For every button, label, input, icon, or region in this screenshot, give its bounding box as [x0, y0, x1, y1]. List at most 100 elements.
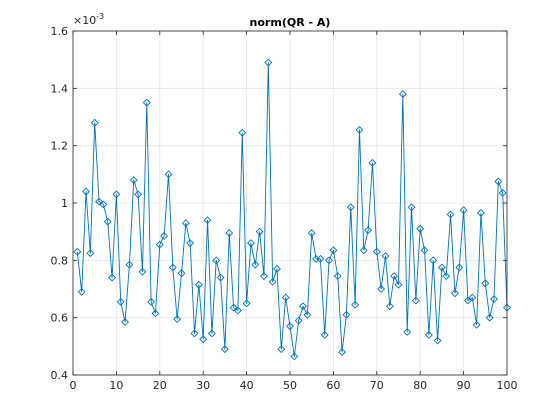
- data-point: [286, 322, 294, 331]
- x-tick-label: 40: [240, 379, 254, 392]
- data-point: [147, 297, 156, 306]
- data-point: [138, 267, 147, 276]
- data-point: [351, 300, 360, 309]
- x-tick-label: 90: [457, 379, 471, 392]
- data-point: [437, 263, 446, 272]
- data-point: [181, 219, 190, 228]
- data-point: [481, 279, 490, 288]
- y-tick-label: 0.8: [51, 254, 69, 267]
- chart-title: norm(QR - A): [250, 16, 331, 29]
- data-point: [468, 293, 477, 302]
- data-point: [329, 246, 338, 255]
- data-point: [121, 318, 130, 326]
- data-point: [368, 158, 377, 167]
- data-point: [403, 328, 412, 336]
- data-point: [342, 310, 351, 319]
- data-point: [459, 206, 468, 215]
- ticks: 0 10 20 30 40 50 60 70 80 90 100 0.4 0.6 0.8 1 1.2 1.4 1.…: [51, 25, 518, 392]
- data-point: [125, 260, 134, 269]
- data-point: [498, 189, 507, 197]
- data-point: [455, 263, 464, 272]
- data-point: [294, 316, 303, 325]
- data-point: [82, 187, 90, 196]
- data-point: [273, 264, 281, 273]
- data-point: [260, 272, 268, 281]
- data-point: [225, 229, 234, 238]
- data-point: [151, 309, 160, 318]
- data-point: [155, 240, 164, 249]
- data-point: [186, 239, 195, 248]
- data-point: [251, 260, 260, 269]
- data-point: [233, 306, 242, 315]
- data-point: [325, 256, 333, 265]
- data-point: [199, 335, 208, 344]
- data-point: [290, 352, 299, 361]
- data-point: [277, 345, 286, 354]
- data-point: [220, 345, 229, 354]
- data-point: [194, 280, 203, 289]
- data-point: [177, 269, 186, 278]
- data-point: [390, 272, 399, 281]
- data-point: [212, 256, 221, 265]
- series-line: [76, 62, 508, 357]
- data-point: [485, 313, 494, 322]
- data-point: [372, 247, 381, 256]
- data-point: [394, 280, 403, 289]
- data-point: [190, 329, 199, 338]
- x-tick-label: 30: [196, 379, 210, 392]
- y-tick-label: 1.6: [51, 25, 69, 38]
- data-point: [320, 330, 329, 339]
- data-point: [446, 210, 455, 219]
- data-point: [229, 303, 238, 312]
- data-point: [407, 203, 416, 212]
- data-point: [73, 247, 82, 256]
- y-exponent-label: ×10-3: [73, 12, 104, 27]
- data-point: [173, 315, 182, 324]
- data-point: [242, 299, 251, 308]
- data-point: [95, 197, 103, 206]
- data-point: [134, 190, 143, 199]
- x-tick-label: 20: [153, 379, 167, 392]
- data-point: [264, 58, 273, 67]
- data-point: [103, 217, 112, 226]
- data-point: [168, 263, 177, 272]
- data-point: [433, 336, 442, 345]
- x-tick-label: 80: [413, 379, 427, 392]
- data-point: [112, 190, 121, 199]
- data-point: [377, 285, 386, 293]
- y-exponent-base: ×10: [73, 14, 96, 27]
- data-point: [442, 272, 451, 281]
- y-exponent-power: -3: [96, 12, 104, 21]
- data-point: [385, 302, 394, 311]
- data-point: [411, 296, 420, 305]
- series-group: [73, 58, 511, 361]
- data-point: [364, 226, 373, 235]
- data-point: [116, 297, 125, 306]
- data-point: [99, 200, 108, 209]
- data-point: [429, 256, 438, 265]
- data-point: [142, 98, 151, 107]
- data-point: [472, 320, 481, 329]
- data-point: [86, 249, 95, 258]
- data-point: [416, 224, 425, 233]
- data-point: [255, 227, 264, 236]
- data-point: [207, 329, 216, 338]
- data-point: [164, 170, 173, 179]
- data-point: [303, 310, 312, 319]
- data-point: [307, 229, 316, 238]
- data-point: [281, 293, 290, 302]
- data-point: [490, 295, 498, 303]
- y-tick-label: 0.6: [51, 312, 69, 325]
- y-tick-label: 1.2: [51, 140, 69, 153]
- data-point: [238, 128, 247, 137]
- y-tick-label: 1.4: [51, 82, 69, 95]
- data-point: [216, 273, 225, 282]
- x-tick-label: 50: [283, 379, 297, 392]
- data-point: [129, 176, 138, 185]
- data-point: [108, 273, 116, 282]
- data-point: [203, 216, 212, 225]
- data-point: [381, 252, 390, 260]
- x-tick-label: 10: [109, 379, 123, 392]
- data-point: [359, 246, 368, 255]
